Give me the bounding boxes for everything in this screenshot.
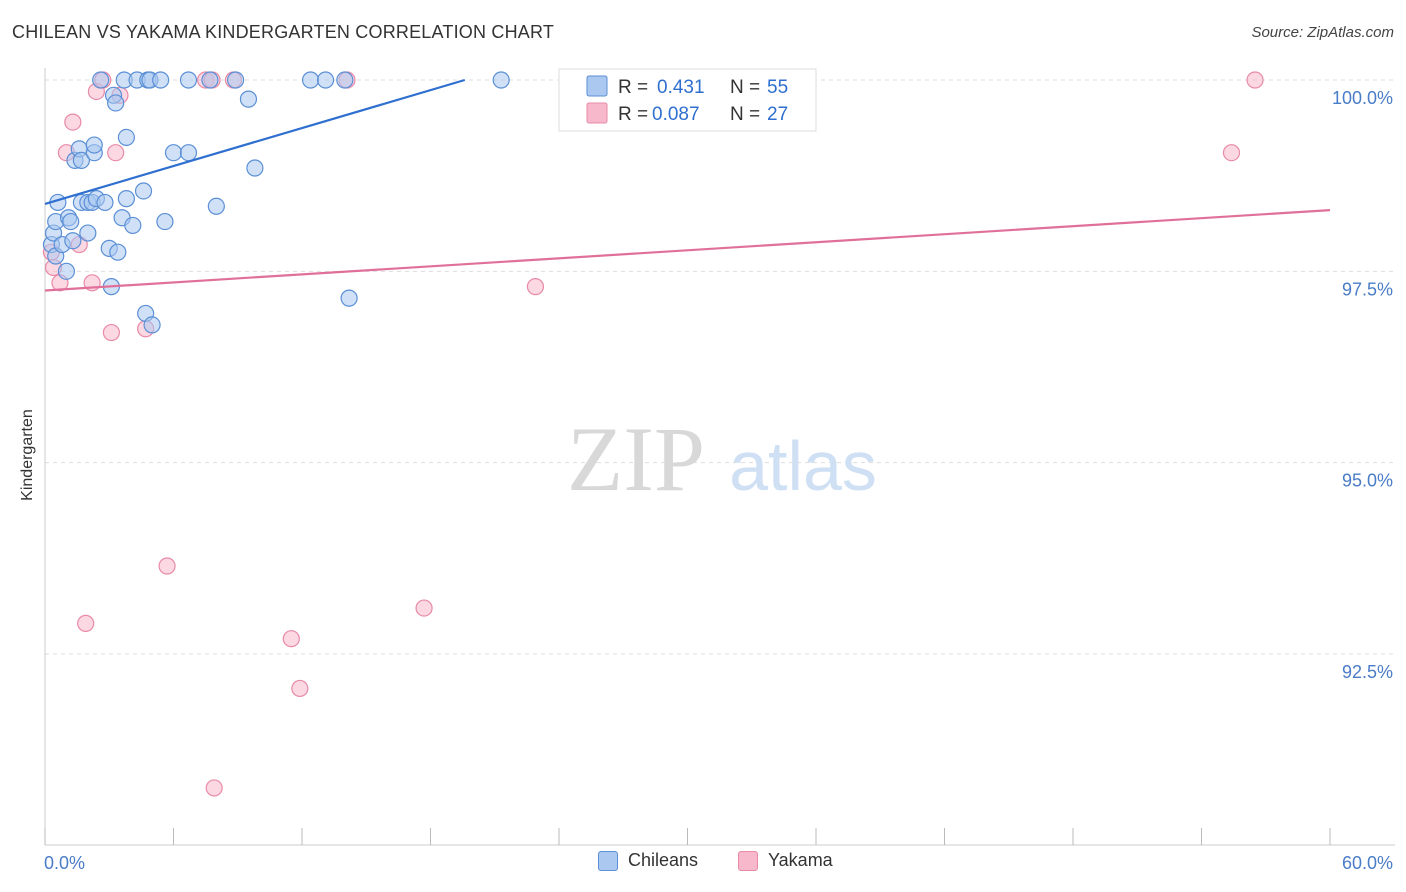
- tick-labels: 100.0% 97.5% 95.0% 92.5% 0.0% 60.0%: [44, 88, 1393, 873]
- legend-r-label-2: R =: [618, 104, 648, 125]
- chilean-point: [134, 182, 153, 200]
- chileans-label: Chileans: [628, 850, 699, 870]
- chilean-point: [96, 193, 114, 212]
- x-tick-label: 0.0%: [44, 853, 85, 873]
- yakama-point: [291, 679, 309, 698]
- y-tick-label: 95.0%: [1342, 471, 1393, 491]
- yakama-point: [102, 323, 120, 342]
- yakama-point: [158, 557, 176, 575]
- chilean-point: [239, 90, 258, 108]
- yakama-swatch: [738, 850, 758, 871]
- yakama-label: Yakama: [768, 850, 833, 870]
- chilean-point: [107, 94, 125, 112]
- legend-r-value-1: 0.431: [657, 77, 705, 98]
- chilean-point: [143, 316, 161, 334]
- chilean-point: [179, 144, 198, 162]
- chilean-point: [62, 212, 80, 231]
- yakama-point: [1222, 144, 1241, 162]
- legend-n-label-2: N =: [730, 104, 760, 125]
- chilean-point: [57, 262, 76, 280]
- chilean-point: [201, 71, 219, 89]
- yakama-point: [1246, 71, 1264, 89]
- yakama-point: [205, 779, 223, 797]
- legend-r-label-1: R =: [618, 77, 648, 98]
- chilean-point: [109, 243, 127, 261]
- chilean-point: [117, 128, 135, 146]
- watermark-atlas: atlas: [729, 427, 877, 505]
- chilean-point: [336, 71, 354, 89]
- watermark-zip: ZIP: [567, 408, 705, 510]
- legend-n-value-2: 27: [767, 104, 788, 125]
- chileans-swatch: [598, 850, 618, 871]
- chilean-point: [316, 71, 335, 89]
- bottom-legend: Chileans Yakama: [0, 850, 1406, 880]
- y-tick-label: 97.5%: [1342, 279, 1393, 299]
- chilean-point: [92, 71, 110, 89]
- chilean-point: [156, 212, 174, 231]
- chilean-point: [72, 151, 91, 169]
- x-tick-label: 60.0%: [1342, 853, 1393, 873]
- legend-n-value-1: 55: [767, 77, 788, 98]
- legend-item-chileans[interactable]: Chileans: [598, 850, 698, 871]
- chilean-point: [85, 136, 103, 154]
- yakama-point: [77, 614, 95, 632]
- yakama-point: [64, 113, 82, 131]
- chilean-point: [207, 197, 225, 215]
- chilean-point: [179, 71, 198, 89]
- chilean-point: [64, 232, 82, 250]
- source-credit: Source: ZipAtlas.com: [1251, 24, 1394, 41]
- y-tick-label: 92.5%: [1342, 662, 1393, 682]
- trend-lines: [44, 78, 1331, 292]
- chart-title: CHILEAN VS YAKAMA KINDERGARTEN CORRELATI…: [12, 22, 555, 42]
- yakama-point: [282, 630, 300, 648]
- chilean-point: [164, 144, 183, 162]
- chilean-point: [124, 216, 142, 235]
- chilean-point: [246, 159, 264, 177]
- chilean-point: [79, 224, 97, 242]
- chilean-point: [492, 71, 510, 89]
- axes: [44, 68, 1395, 846]
- legend-n-label-1: N =: [730, 77, 760, 98]
- legend-swatch-yakama: [586, 102, 608, 124]
- chilean-point: [301, 71, 320, 89]
- watermark: ZIP atlas: [567, 408, 877, 510]
- yakama-point: [526, 278, 545, 296]
- yakama-trend-line: [44, 209, 1331, 292]
- legend-item-yakama[interactable]: Yakama: [738, 850, 833, 871]
- chileans-trend-line: [44, 78, 466, 206]
- yakama-point: [415, 599, 433, 617]
- series-chileans: [42, 71, 577, 334]
- chilean-point: [117, 190, 135, 208]
- yakama-point: [107, 144, 125, 162]
- chilean-point: [227, 71, 245, 89]
- legend: R = 0.431 N = 55 R = 0.087 N = 27: [558, 68, 817, 132]
- chilean-point: [340, 289, 358, 307]
- legend-r-value-2: 0.087: [652, 104, 700, 125]
- legend-swatch-chileans: [586, 75, 608, 97]
- chilean-point: [152, 71, 170, 89]
- y-tick-label: 100.0%: [1332, 88, 1393, 108]
